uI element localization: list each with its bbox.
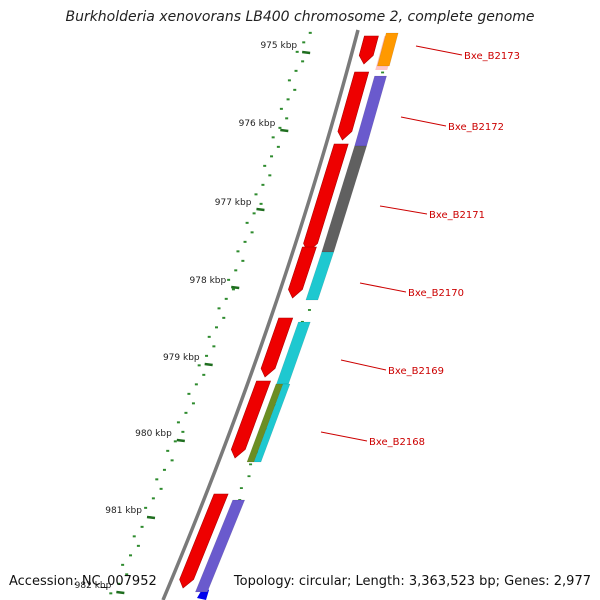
scale-tick [204, 362, 213, 367]
gene-label-leader [400, 116, 447, 127]
gene-label-leader [320, 431, 368, 442]
cog-bar [194, 499, 246, 593]
scale-tick [280, 128, 289, 133]
map-title: Burkholderia xenovorans LB400 chromosome… [65, 9, 535, 25]
scale-label: 979 kbp [163, 353, 200, 363]
scale-tick [231, 285, 240, 290]
gene-label-leader [379, 205, 428, 215]
gene-label-leader [359, 282, 407, 293]
gene-label-leader [415, 45, 463, 56]
gene-track [179, 35, 379, 600]
gene-label: Bxe_B2169 [388, 366, 444, 377]
scale-label: 981 kbp [105, 506, 142, 516]
gene-arrow [260, 317, 294, 378]
gene-label-track: Bxe_B2173 Bxe_B2172 Bxe_B2171 Bxe_B2170 Bxe_… [320, 45, 520, 448]
scale-tick [256, 207, 265, 212]
accession-text: Accession: NC_007952 [9, 574, 157, 589]
scale-label: 980 kbp [135, 429, 172, 439]
scale-tick [116, 590, 125, 595]
scale-track: 975 kbp 976 kbp 977 kbp 978 kbp 979 kbp 980 k… [75, 41, 311, 595]
scale-label: 976 kbp [239, 119, 276, 129]
gene-arrow [288, 246, 317, 299]
cog-track [194, 32, 399, 593]
cog-bar [377, 32, 399, 67]
scale-tick [301, 50, 311, 55]
backbone-ring [161, 29, 360, 600]
gene-label: Bxe_B2173 [464, 51, 520, 62]
gene-label-leader [340, 359, 387, 371]
gene-arrow [337, 71, 370, 141]
gene-label: Bxe_B2170 [408, 288, 464, 299]
gene-label: Bxe_B2171 [429, 210, 485, 221]
scale-label: 975 kbp [260, 41, 297, 51]
scale-tick [146, 515, 156, 520]
gene-label: Bxe_B2168 [369, 437, 425, 448]
scale-label: 977 kbp [215, 198, 252, 208]
scale-label: 982 kbp [75, 581, 112, 591]
topology-text: Topology: circular; Length: 3,363,523 bp… [233, 574, 591, 589]
gene-arrow [358, 35, 379, 65]
gene-arrow [179, 493, 229, 589]
cog-bar [305, 251, 335, 301]
scale-tick [176, 438, 185, 443]
gene-arrow [230, 380, 271, 459]
gene-label: Bxe_B2172 [448, 122, 504, 133]
backbone-track [161, 29, 360, 600]
scale-label: 978 kbp [190, 276, 227, 286]
cog-bar [253, 383, 291, 463]
